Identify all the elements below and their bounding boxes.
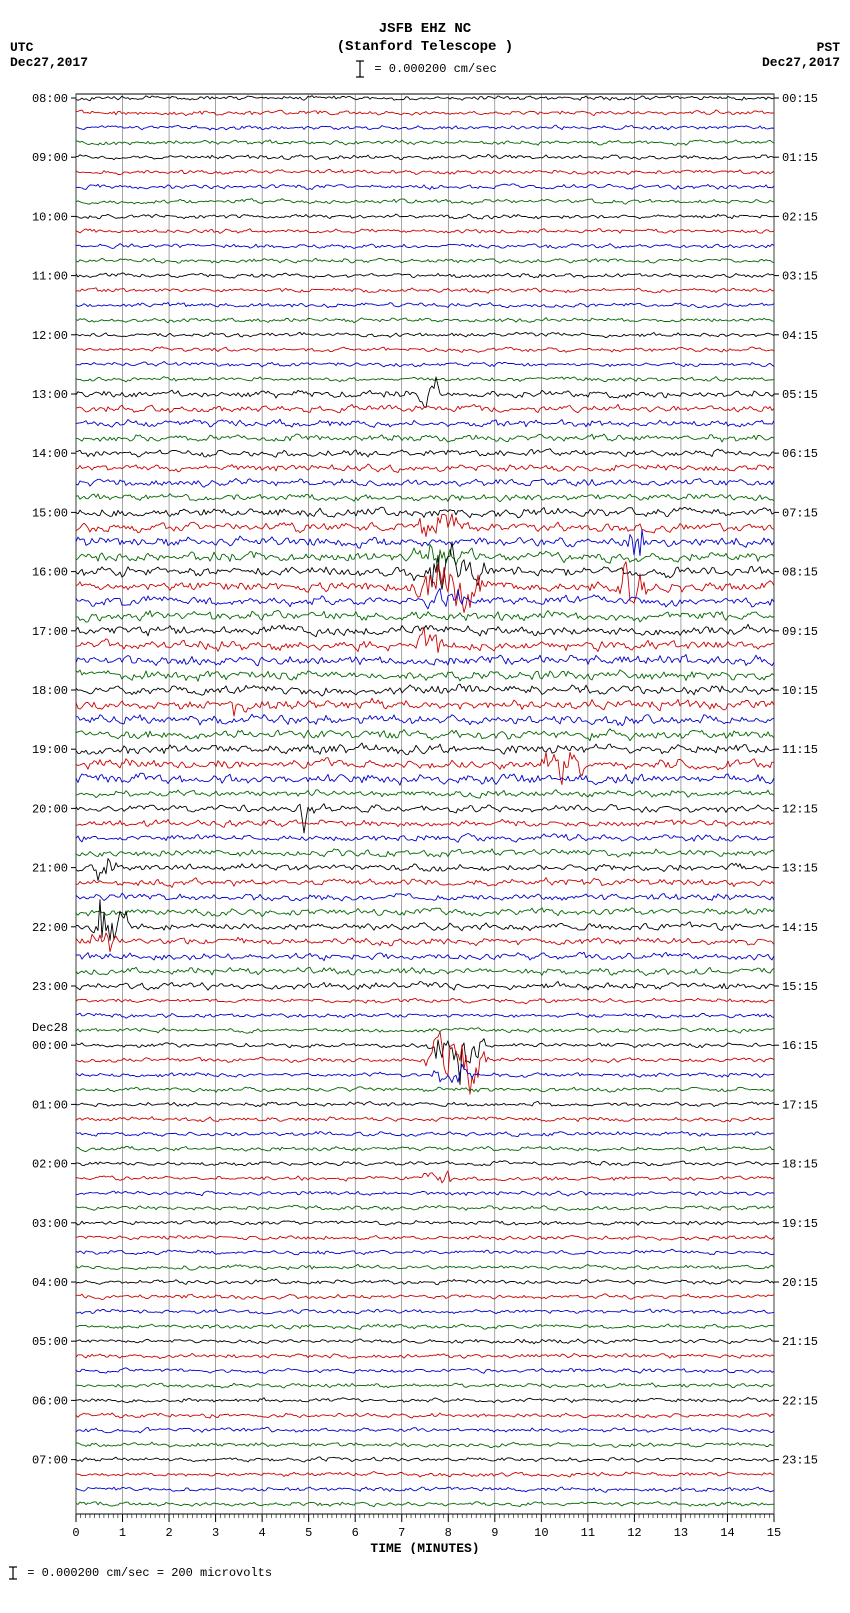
svg-text:23:15: 23:15: [782, 1454, 818, 1468]
tz-right-label: PST: [762, 40, 840, 55]
svg-text:18:00: 18:00: [32, 684, 68, 698]
station-title: JSFB EHZ NC: [0, 20, 850, 38]
svg-text:08:00: 08:00: [32, 92, 68, 106]
svg-text:12: 12: [627, 1526, 641, 1540]
svg-text:15: 15: [767, 1526, 781, 1540]
scale-legend: = 0.000200 cm/sec: [0, 60, 850, 78]
svg-text:03:00: 03:00: [32, 1217, 68, 1231]
svg-text:7: 7: [398, 1526, 405, 1540]
svg-text:12:15: 12:15: [782, 803, 818, 817]
svg-text:21:15: 21:15: [782, 1336, 818, 1350]
svg-text:17:00: 17:00: [32, 625, 68, 639]
svg-text:20:15: 20:15: [782, 1276, 818, 1290]
footer-scale-text: = 0.000200 cm/sec = 200 microvolts: [27, 1567, 272, 1581]
svg-text:4: 4: [259, 1526, 266, 1540]
svg-text:06:00: 06:00: [32, 1395, 68, 1409]
tz-left-label: UTC: [10, 40, 88, 55]
svg-text:04:15: 04:15: [782, 329, 818, 343]
svg-text:22:15: 22:15: [782, 1395, 818, 1409]
svg-text:00:15: 00:15: [782, 92, 818, 106]
svg-text:5: 5: [305, 1526, 312, 1540]
svg-text:13:00: 13:00: [32, 388, 68, 402]
svg-text:01:00: 01:00: [32, 1099, 68, 1113]
svg-text:10: 10: [534, 1526, 548, 1540]
svg-text:11:15: 11:15: [782, 744, 818, 758]
svg-text:07:15: 07:15: [782, 507, 818, 521]
svg-text:05:15: 05:15: [782, 388, 818, 402]
svg-text:12:00: 12:00: [32, 329, 68, 343]
helicorder-plot: 0123456789101112131415TIME (MINUTES)08:0…: [20, 84, 830, 1558]
footer-scale: = 0.000200 cm/sec = 200 microvolts: [0, 1558, 850, 1592]
svg-text:23:00: 23:00: [32, 980, 68, 994]
svg-text:8: 8: [445, 1526, 452, 1540]
svg-text:TIME (MINUTES): TIME (MINUTES): [370, 1541, 479, 1554]
svg-text:02:00: 02:00: [32, 1158, 68, 1172]
svg-text:17:15: 17:15: [782, 1099, 818, 1113]
svg-text:15:15: 15:15: [782, 980, 818, 994]
svg-text:16:00: 16:00: [32, 566, 68, 580]
svg-text:13: 13: [674, 1526, 688, 1540]
svg-text:14:00: 14:00: [32, 448, 68, 462]
date-right-label: Dec27,2017: [762, 55, 840, 70]
svg-text:1: 1: [119, 1526, 126, 1540]
svg-text:6: 6: [352, 1526, 359, 1540]
svg-text:03:15: 03:15: [782, 270, 818, 284]
svg-text:16:15: 16:15: [782, 1040, 818, 1054]
svg-text:14:15: 14:15: [782, 921, 818, 935]
svg-text:15:00: 15:00: [32, 507, 68, 521]
svg-text:19:00: 19:00: [32, 744, 68, 758]
svg-text:07:00: 07:00: [32, 1454, 68, 1468]
svg-text:13:15: 13:15: [782, 862, 818, 876]
svg-text:14: 14: [720, 1526, 734, 1540]
svg-text:01:15: 01:15: [782, 152, 818, 166]
scale-text: = 0.000200 cm/sec: [374, 63, 496, 77]
svg-text:21:00: 21:00: [32, 862, 68, 876]
svg-text:9: 9: [491, 1526, 498, 1540]
svg-text:3: 3: [212, 1526, 219, 1540]
svg-text:19:15: 19:15: [782, 1217, 818, 1231]
svg-text:11:00: 11:00: [32, 270, 68, 284]
svg-text:08:15: 08:15: [782, 566, 818, 580]
helicorder-svg: 0123456789101112131415TIME (MINUTES)08:0…: [20, 84, 830, 1554]
svg-text:Dec28: Dec28: [32, 1022, 68, 1036]
svg-text:06:15: 06:15: [782, 448, 818, 462]
svg-text:05:00: 05:00: [32, 1336, 68, 1350]
svg-text:09:15: 09:15: [782, 625, 818, 639]
svg-text:02:15: 02:15: [782, 211, 818, 225]
svg-text:00:00: 00:00: [32, 1040, 68, 1054]
date-left-label: Dec27,2017: [10, 55, 88, 70]
svg-text:10:15: 10:15: [782, 684, 818, 698]
svg-text:20:00: 20:00: [32, 803, 68, 817]
svg-text:22:00: 22:00: [32, 921, 68, 935]
svg-text:2: 2: [165, 1526, 172, 1540]
svg-text:10:00: 10:00: [32, 211, 68, 225]
svg-text:0: 0: [72, 1526, 79, 1540]
location-title: (Stanford Telescope ): [0, 38, 850, 56]
svg-text:11: 11: [581, 1526, 595, 1540]
svg-text:09:00: 09:00: [32, 152, 68, 166]
svg-text:04:00: 04:00: [32, 1276, 68, 1290]
svg-text:18:15: 18:15: [782, 1158, 818, 1172]
